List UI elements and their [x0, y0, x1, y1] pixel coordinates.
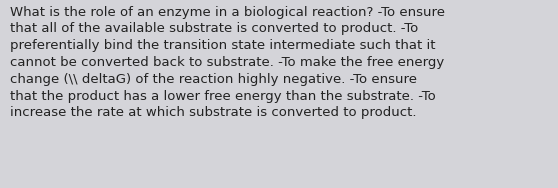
Text: What is the role of an enzyme in a biological reaction? -To ensure
that all of t: What is the role of an enzyme in a biolo…: [10, 6, 445, 119]
